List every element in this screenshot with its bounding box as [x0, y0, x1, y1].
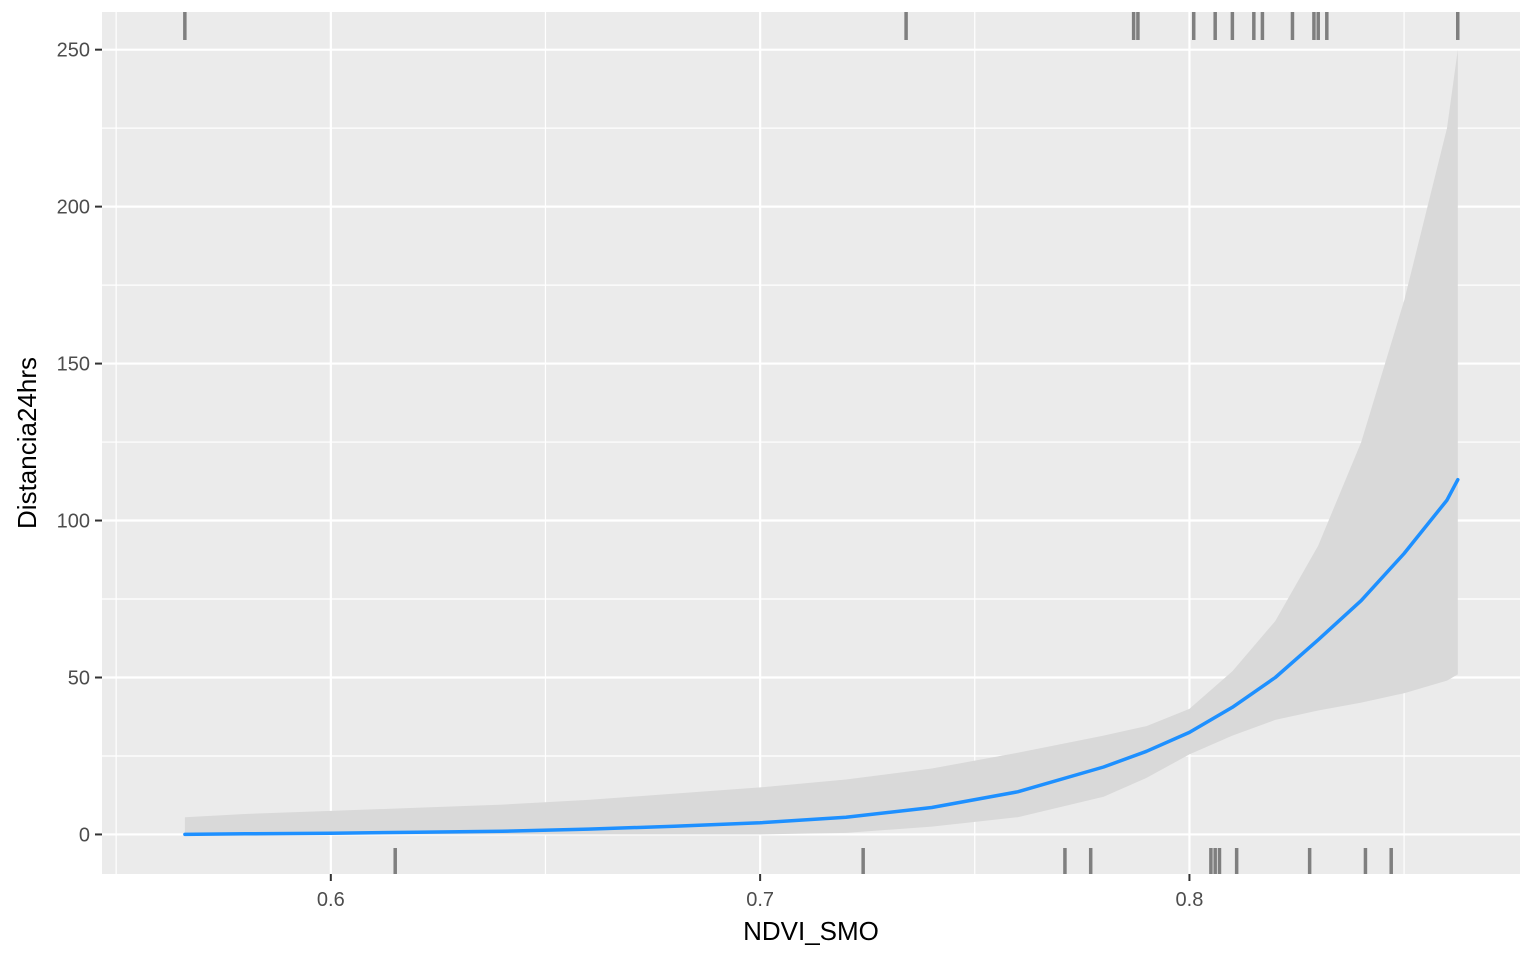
y-axis-ticks: 0 50 100 150 200 250 — [57, 40, 102, 846]
rug-top — [183, 12, 1460, 40]
fit-line — [183, 477, 1460, 837]
y-tick-label: 50 — [68, 667, 90, 689]
y-tick-label: 0 — [79, 824, 90, 846]
fit-line-layer — [183, 477, 1460, 837]
y-tick-label: 100 — [57, 511, 90, 533]
grid-minor-lines — [102, 12, 1520, 874]
plot-panel — [102, 12, 1520, 874]
y-tick-label: 150 — [57, 354, 90, 376]
x-axis-title: NDVI_SMO — [743, 916, 879, 946]
y-axis-title: Distancia24hrs — [12, 357, 42, 529]
x-tick-label: 0.6 — [317, 889, 345, 911]
rug-bottom — [393, 848, 1393, 874]
y-tick-label: 250 — [57, 40, 90, 62]
y-tick-label: 200 — [57, 197, 90, 219]
x-axis-ticks: 0.6 0.7 0.8 — [317, 874, 1203, 911]
x-tick-label: 0.7 — [746, 889, 774, 911]
x-tick-label: 0.8 — [1176, 889, 1204, 911]
